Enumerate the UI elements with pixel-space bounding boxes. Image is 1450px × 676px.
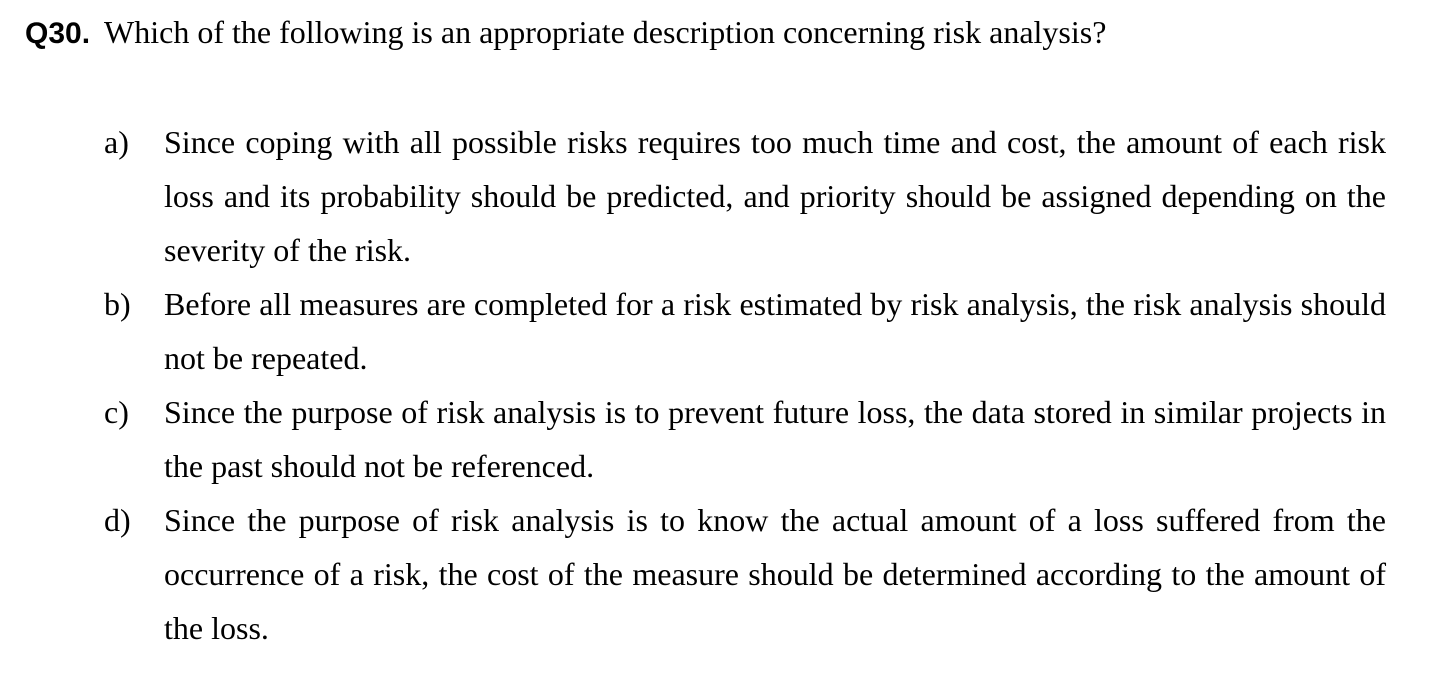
option-letter: c)	[104, 394, 129, 430]
option-letter: a)	[104, 124, 129, 160]
option-text: Before all measures are completed for a …	[164, 286, 1386, 376]
option-letter: d)	[104, 502, 131, 538]
question-header: Q30. Which of the following is an appropr…	[25, 8, 1106, 58]
answer-options: a) Since coping with all possible risks …	[104, 115, 1386, 655]
option-letter: b)	[104, 286, 131, 322]
option-c: c) Since the purpose of risk analysis is…	[104, 385, 1386, 493]
option-a: a) Since coping with all possible risks …	[104, 115, 1386, 277]
option-d: d) Since the purpose of risk analysis is…	[104, 493, 1386, 655]
option-text: Since the purpose of risk analysis is to…	[164, 394, 1386, 484]
option-text: Since the purpose of risk analysis is to…	[164, 502, 1386, 646]
question-number: Q30.	[25, 17, 91, 50]
question-text: Which of the following is an appropriate…	[104, 14, 1107, 50]
option-b: b) Before all measures are completed for…	[104, 277, 1386, 385]
option-text: Since coping with all possible risks req…	[164, 124, 1386, 268]
